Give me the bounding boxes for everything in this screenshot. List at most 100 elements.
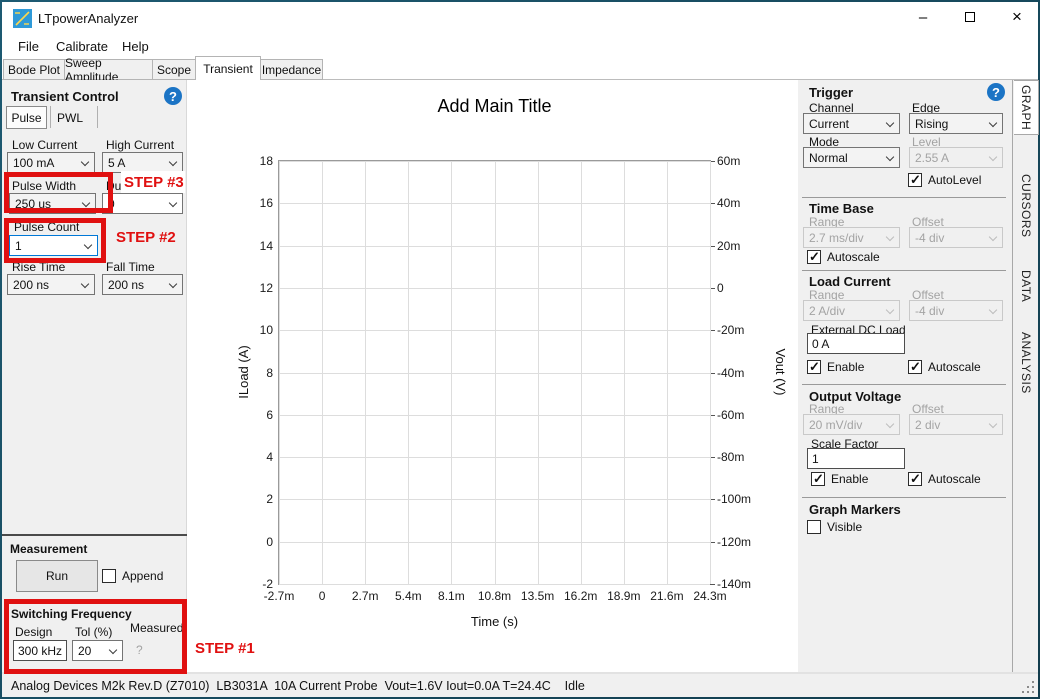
gridline-vertical (710, 161, 711, 584)
gridline-vertical (365, 161, 367, 584)
ov-offset-select: 2 div (909, 414, 1003, 435)
help-icon[interactable]: ? (987, 83, 1005, 101)
tb-offset-select: -4 div (909, 227, 1003, 248)
subtab-pwl[interactable]: PWL (57, 111, 84, 125)
pulse-count-label: Pulse Count (14, 220, 80, 234)
ov-enable-checkbox-row[interactable]: Enable (811, 471, 868, 487)
tb-range-select: 2.7 ms/div (803, 227, 900, 248)
lc-enable-checkbox-row[interactable]: Enable (807, 359, 864, 375)
gridline-vertical (494, 161, 496, 584)
y-tick-mark-right (710, 541, 715, 543)
menu-help[interactable]: Help (122, 39, 149, 54)
tab-transient[interactable]: Transient (195, 56, 261, 80)
scale-factor-input[interactable]: 1 (807, 448, 905, 469)
y-tick-label-left: 16 (259, 196, 273, 211)
chevron-down-icon (988, 118, 998, 128)
measured-label: Measured (130, 621, 184, 635)
external-dc-load-input[interactable]: 0 A (807, 333, 905, 354)
fall-time-select[interactable]: 200 ns (102, 274, 183, 295)
design-input[interactable]: 300 kHz (13, 640, 67, 661)
autolevel-checkbox[interactable] (908, 172, 922, 188)
lc-autoscale-checkbox[interactable] (908, 359, 922, 375)
mode-select[interactable]: Normal (803, 147, 900, 168)
tab-scope[interactable]: Scope (152, 59, 196, 80)
append-checkbox[interactable] (102, 569, 116, 583)
pulse-count-select[interactable]: 1 (9, 235, 98, 256)
high-current-select[interactable]: 5 A (102, 152, 183, 173)
y-tick-label-left: 8 (266, 365, 273, 380)
ov-enable-checkbox[interactable] (811, 471, 825, 487)
markers-visible-checkbox-row[interactable]: Visible (807, 520, 862, 534)
low-current-select[interactable]: 100 mA (7, 152, 95, 173)
y-tick-label-left: -2 (262, 577, 273, 591)
close-button[interactable]: × (995, 2, 1039, 32)
channel-select[interactable]: Current (803, 113, 900, 134)
append-checkbox-row[interactable]: Append (102, 569, 163, 583)
lc-range-label: Range (809, 288, 845, 302)
side-tab-cursors[interactable]: CURSORS (1019, 174, 1033, 238)
tb-autoscale-label: Autoscale (827, 250, 880, 264)
resize-grip[interactable] (1032, 691, 1034, 693)
edge-select[interactable]: Rising (909, 113, 1003, 134)
tb-autoscale-checkbox[interactable] (807, 249, 821, 265)
y-tick-label-right: -80m (717, 450, 745, 465)
panel-divider (2, 534, 187, 536)
menu-file[interactable]: File (18, 39, 39, 54)
ov-autoscale-checkbox[interactable] (908, 471, 922, 487)
chevron-down-icon (885, 419, 895, 429)
autolevel-checkbox-row[interactable]: AutoLevel (908, 172, 981, 188)
ov-range-label: Range (809, 402, 845, 416)
lc-autoscale-label: Autoscale (928, 360, 981, 374)
gridline-vertical (623, 161, 625, 584)
side-tab-analysis[interactable]: ANALYSIS (1019, 332, 1033, 394)
tol-label: Tol (%) (75, 625, 113, 639)
help-icon[interactable]: ? (164, 87, 182, 105)
minimize-button[interactable]: – (901, 2, 945, 32)
channel-label: Channel (809, 101, 854, 115)
pulse-width-select[interactable]: 250 us (9, 193, 96, 214)
side-tab-graph[interactable]: GRAPH (1014, 80, 1039, 136)
rise-time-select[interactable]: 200 ns (7, 274, 95, 295)
y-tick-mark-right (710, 457, 715, 459)
resize-grip (1022, 691, 1024, 693)
tb-autoscale-checkbox-row[interactable]: Autoscale (807, 249, 880, 265)
y-axis-label-right: Vout (V) (773, 348, 788, 396)
lc-offset-select: -4 div (909, 300, 1003, 321)
side-tab-strip: GRAPH CURSORS DATA ANALYSIS (1012, 80, 1039, 672)
measurement-title: Measurement (10, 542, 88, 556)
mode-value: Normal (809, 150, 848, 165)
menu-calibrate[interactable]: Calibrate (56, 39, 109, 54)
chevron-down-icon (168, 198, 178, 208)
subtab-separator (97, 106, 98, 128)
transient-control-panel: Transient Control ? Pulse PWL Low Curren… (2, 80, 187, 672)
chevron-down-icon (885, 232, 895, 242)
run-button[interactable]: Run (16, 560, 98, 592)
tol-select[interactable]: 20 (72, 640, 123, 661)
subtab-separator (50, 106, 51, 128)
x-tick-label: 21.6m (650, 589, 684, 603)
y-tick-label-left: 4 (266, 450, 273, 465)
subtab-pulse[interactable]: Pulse (6, 106, 47, 129)
ov-autoscale-checkbox-row[interactable]: Autoscale (908, 471, 981, 487)
lc-autoscale-checkbox-row[interactable]: Autoscale (908, 359, 981, 375)
low-current-value: 100 mA (13, 155, 55, 170)
x-tick-label: 8.1m (438, 589, 465, 603)
duty-select[interactable]: 0 (102, 193, 183, 214)
tab-strip-border (2, 79, 1038, 80)
step3-annotation: STEP #3 (124, 174, 184, 191)
maximize-button[interactable] (948, 2, 992, 32)
tol-value: 20 (78, 643, 92, 658)
y-tick-mark-right (710, 287, 715, 289)
tab-bode-plot[interactable]: Bode Plot (3, 59, 65, 80)
duty-value: 0 (108, 196, 115, 211)
side-tab-data[interactable]: DATA (1019, 270, 1033, 303)
chart-title: Add Main Title (437, 96, 552, 116)
close-icon: × (1012, 7, 1022, 26)
lc-enable-checkbox[interactable] (807, 359, 821, 375)
markers-visible-checkbox[interactable] (807, 520, 821, 534)
tab-impedance[interactable]: Impedance (260, 59, 323, 80)
tab-sweep-amplitude[interactable]: Sweep Amplitude (64, 56, 153, 84)
fall-time-value: 200 ns (108, 277, 145, 292)
chevron-down-icon (83, 240, 93, 250)
